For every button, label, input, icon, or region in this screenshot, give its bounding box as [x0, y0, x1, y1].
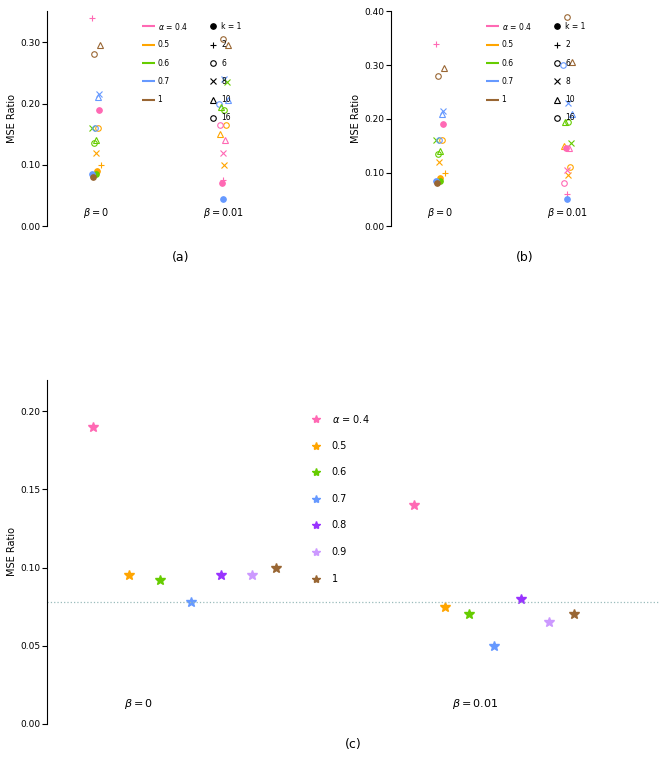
Text: (b): (b): [516, 251, 533, 264]
Text: 16: 16: [565, 114, 575, 123]
Text: 6: 6: [221, 59, 226, 68]
Y-axis label: MSE Ratio: MSE Ratio: [7, 94, 17, 143]
Text: 1: 1: [332, 574, 338, 584]
Text: 0.5: 0.5: [501, 40, 513, 50]
Text: 16: 16: [221, 114, 231, 123]
Text: 0.7: 0.7: [501, 77, 513, 86]
Y-axis label: MSE Ratio: MSE Ratio: [7, 527, 17, 577]
Text: 0.6: 0.6: [501, 59, 513, 68]
Text: 1: 1: [501, 95, 506, 104]
Text: $\beta = 0.01$: $\beta = 0.01$: [203, 206, 244, 220]
Text: 0.5: 0.5: [158, 40, 170, 50]
Text: $\alpha$ = 0.4: $\alpha$ = 0.4: [332, 413, 369, 425]
Text: (a): (a): [172, 251, 190, 264]
Text: k = 1: k = 1: [565, 22, 585, 31]
Text: 0.6: 0.6: [158, 59, 170, 68]
Text: 10: 10: [565, 95, 575, 104]
Text: $\beta = 0$: $\beta = 0$: [124, 697, 153, 712]
Text: $\beta = 0$: $\beta = 0$: [83, 206, 109, 220]
Text: (c): (c): [344, 738, 362, 751]
Text: 2: 2: [565, 40, 570, 50]
Text: 1: 1: [158, 95, 163, 104]
Text: 8: 8: [565, 77, 570, 86]
Text: $\alpha$ = 0.4: $\alpha$ = 0.4: [501, 21, 531, 32]
Y-axis label: MSE Ratio: MSE Ratio: [352, 94, 362, 143]
Text: 8: 8: [221, 77, 226, 86]
Text: k = 1: k = 1: [221, 22, 242, 31]
Text: 0.6: 0.6: [332, 467, 347, 477]
Text: 0.9: 0.9: [332, 547, 347, 557]
Text: $\beta = 0$: $\beta = 0$: [428, 206, 453, 220]
Text: 10: 10: [221, 95, 231, 104]
Text: 6: 6: [565, 59, 570, 68]
Text: 2: 2: [221, 40, 226, 50]
Text: $\beta = 0.01$: $\beta = 0.01$: [547, 206, 588, 220]
Text: 0.7: 0.7: [332, 494, 347, 504]
Text: 0.8: 0.8: [332, 520, 347, 530]
Text: $\beta = 0.01$: $\beta = 0.01$: [452, 697, 499, 712]
Text: 0.5: 0.5: [332, 440, 347, 450]
Text: 0.7: 0.7: [158, 77, 170, 86]
Text: $\alpha$ = 0.4: $\alpha$ = 0.4: [158, 21, 188, 32]
